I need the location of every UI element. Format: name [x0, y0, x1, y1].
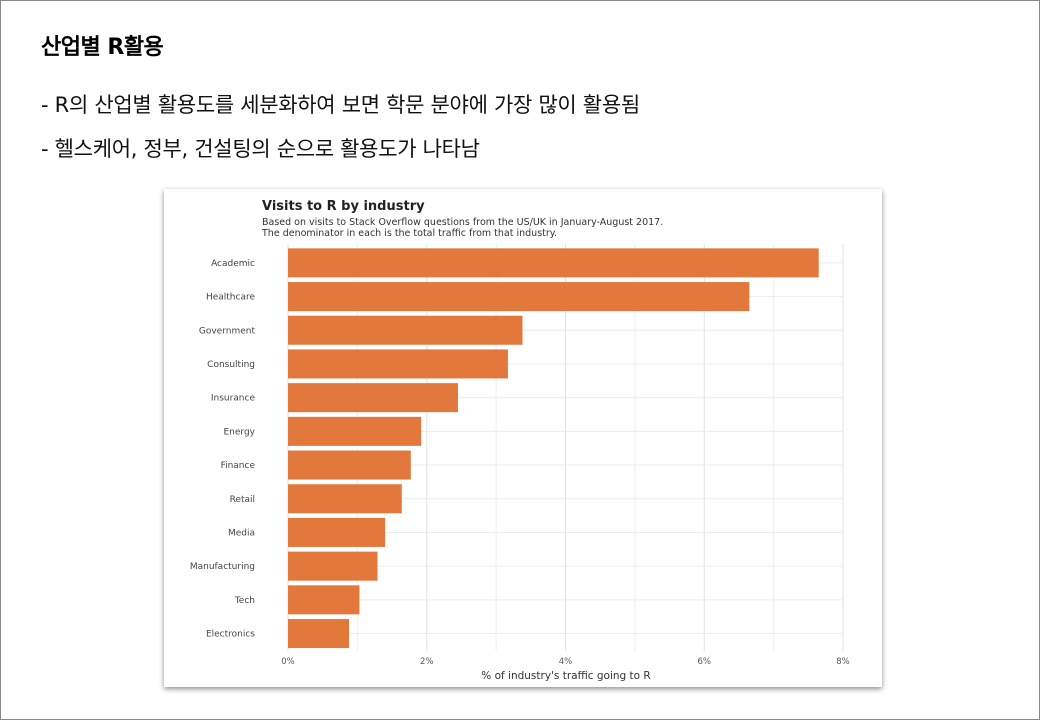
- bar-energy: [288, 416, 422, 446]
- bar-consulting: [288, 349, 508, 379]
- bar-insurance: [288, 383, 458, 413]
- x-tick-label: 8%: [836, 657, 850, 667]
- category-label-energy: Energy: [223, 427, 255, 437]
- bar-government: [288, 315, 523, 345]
- x-tick-label: 4%: [559, 657, 573, 667]
- slide-title: 산업별 R활용: [41, 35, 164, 60]
- chart-subtitle-line-2: The denominator in each is the total tra…: [261, 228, 557, 239]
- label-layer: Academic Healthcare Government Consulting In…: [190, 259, 850, 667]
- bar-healthcare: [288, 282, 750, 312]
- bullet-1: - R의 산업별 활용도를 세분화하여 보면 학문 분야에 가장 많이 활용됨: [41, 93, 640, 117]
- category-label-manufacturing: Manufacturing: [190, 562, 255, 572]
- chart-subtitle-line-1: Based on visits to Stack Overflow questi…: [262, 217, 663, 228]
- x-tick-label: 2%: [420, 657, 434, 667]
- bullet-2: - 헬스케어, 정부, 건설팅의 순으로 활용도가 나타남: [41, 137, 480, 161]
- bar-finance: [288, 450, 411, 480]
- category-label-consulting: Consulting: [207, 360, 255, 370]
- bar-academic: [288, 248, 819, 278]
- bar-tech: [288, 585, 360, 615]
- category-label-retail: Retail: [230, 495, 255, 505]
- bar-manufacturing: [288, 551, 378, 581]
- x-axis-title: % of industry's traffic going to R: [481, 670, 650, 682]
- category-label-tech: Tech: [234, 596, 255, 606]
- x-tick-label: 6%: [698, 657, 712, 667]
- category-label-media: Media: [228, 528, 255, 538]
- chart-card: Academic Healthcare Government Consulting In…: [164, 189, 882, 687]
- bar-electronics: [288, 619, 350, 649]
- category-label-healthcare: Healthcare: [206, 293, 256, 303]
- category-label-academic: Academic: [211, 259, 255, 269]
- bar-media: [288, 517, 386, 547]
- bar-chart: Academic Healthcare Government Consulting In…: [190, 199, 850, 682]
- x-tick-label: 0%: [281, 657, 295, 667]
- chart-title: Visits to R by industry: [262, 199, 425, 214]
- category-label-insurance: Insurance: [211, 394, 256, 404]
- bar-layer: [288, 248, 819, 649]
- category-label-finance: Finance: [221, 461, 256, 471]
- category-label-government: Government: [199, 326, 256, 336]
- bar-retail: [288, 484, 402, 514]
- category-label-electronics: Electronics: [206, 630, 255, 640]
